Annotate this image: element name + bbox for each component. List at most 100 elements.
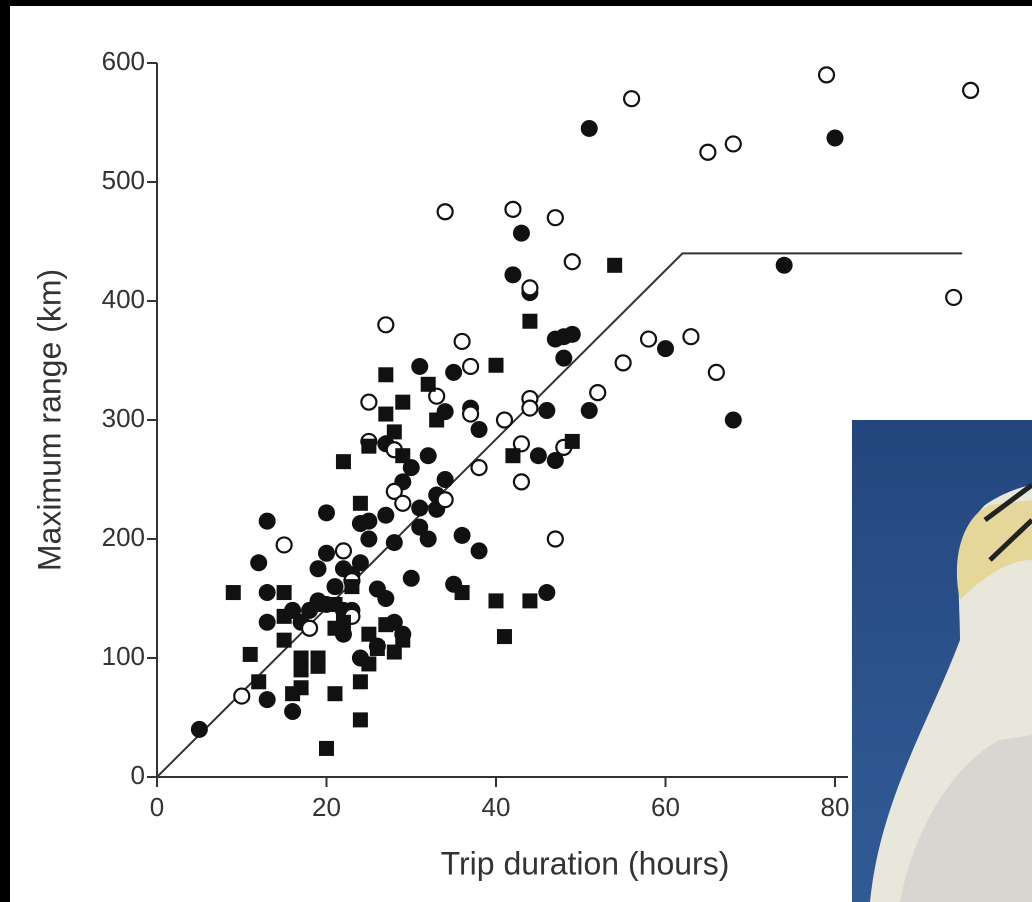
- point: [351, 554, 369, 572]
- point: [369, 640, 385, 656]
- point: [454, 585, 470, 601]
- point: [436, 203, 454, 221]
- point: [817, 66, 836, 84]
- point: [411, 499, 429, 517]
- point: [352, 712, 368, 728]
- point: [724, 135, 742, 153]
- x-tick-label: 80: [821, 792, 850, 822]
- point: [461, 405, 480, 423]
- point: [394, 494, 412, 512]
- point: [420, 376, 436, 392]
- x-tick-label: 20: [312, 792, 341, 822]
- point: [361, 438, 377, 454]
- point: [251, 674, 267, 690]
- x-tick-label: 60: [651, 792, 680, 822]
- point: [945, 288, 963, 307]
- point: [386, 644, 402, 660]
- point: [504, 200, 522, 218]
- point: [327, 686, 343, 702]
- point: [512, 435, 531, 453]
- point: [453, 526, 471, 544]
- point: [352, 674, 368, 690]
- point: [580, 401, 598, 419]
- point: [521, 399, 539, 417]
- point: [242, 646, 258, 662]
- point: [555, 349, 573, 367]
- point: [378, 617, 394, 633]
- point: [436, 471, 454, 488]
- point: [377, 590, 395, 607]
- point: [275, 536, 293, 554]
- point: [334, 560, 352, 578]
- point: [395, 394, 411, 410]
- point: [344, 579, 360, 595]
- point: [360, 393, 378, 411]
- point: [453, 332, 471, 351]
- point: [522, 593, 538, 609]
- point: [361, 626, 377, 642]
- y-tick-label: 0: [131, 760, 145, 790]
- point: [351, 515, 369, 533]
- point: [361, 656, 377, 672]
- point: [682, 328, 700, 346]
- point: [225, 585, 241, 601]
- point: [546, 209, 564, 227]
- point: [488, 593, 504, 609]
- point: [258, 691, 276, 709]
- point: [319, 740, 334, 756]
- x-tick-label: 0: [150, 792, 164, 822]
- x-axis-title: Trip duration (hours): [441, 845, 730, 881]
- point: [402, 569, 420, 587]
- point: [699, 143, 717, 161]
- point: [521, 279, 539, 297]
- point: [352, 495, 368, 511]
- point: [378, 367, 394, 383]
- point: [445, 363, 463, 381]
- point: [335, 454, 351, 470]
- point: [607, 257, 623, 273]
- point: [724, 411, 742, 429]
- y-axis-title: Maximum range (km): [31, 269, 67, 571]
- point: [429, 412, 445, 428]
- point: [522, 313, 538, 329]
- point: [707, 363, 725, 381]
- point: [327, 596, 343, 612]
- point: [564, 433, 580, 449]
- point: [258, 512, 276, 530]
- point: [512, 224, 530, 242]
- point: [546, 330, 564, 348]
- point: [310, 596, 326, 612]
- point: [276, 632, 292, 648]
- point: [258, 584, 276, 602]
- point: [385, 482, 403, 500]
- point: [538, 401, 556, 419]
- point: [436, 491, 454, 509]
- y-tick-label: 100: [102, 641, 145, 671]
- point: [233, 687, 251, 705]
- point: [546, 530, 564, 548]
- point: [411, 357, 429, 375]
- point: [826, 129, 844, 147]
- point: [563, 325, 581, 343]
- point: [293, 650, 309, 666]
- point: [563, 253, 581, 271]
- point: [428, 387, 446, 405]
- point: [505, 448, 521, 464]
- y-tick-label: 600: [102, 46, 145, 76]
- point: [419, 447, 437, 465]
- point: [470, 459, 488, 477]
- point: [250, 554, 268, 572]
- x-tick-label: 40: [482, 792, 511, 822]
- point: [504, 266, 522, 284]
- point: [529, 447, 547, 465]
- point: [284, 703, 302, 721]
- point: [385, 534, 403, 552]
- point: [190, 720, 208, 738]
- point: [961, 81, 980, 99]
- point: [377, 316, 395, 334]
- point: [775, 256, 793, 274]
- point: [461, 357, 480, 376]
- point: [622, 90, 641, 108]
- point: [258, 613, 276, 631]
